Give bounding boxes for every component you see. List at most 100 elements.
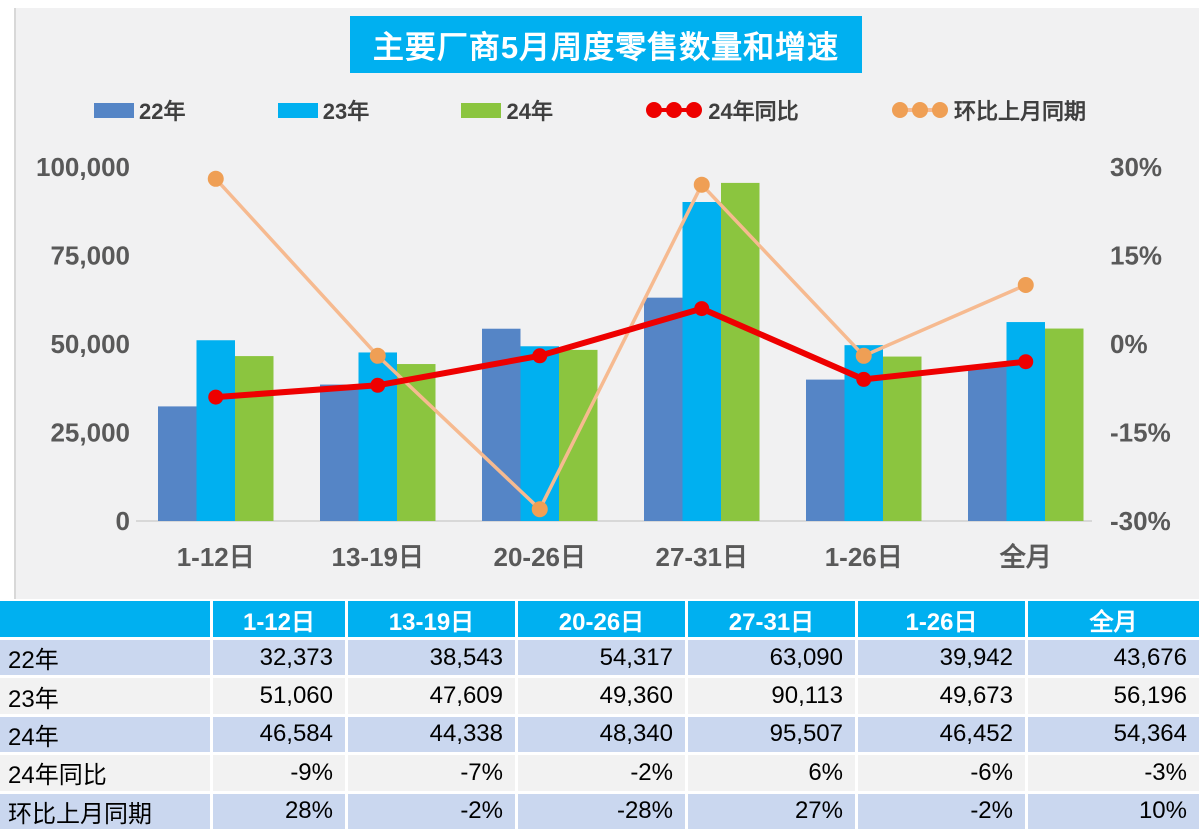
bar-23年-27-31日 xyxy=(682,201,721,521)
table-row-label-24年同比: 24年同比 xyxy=(0,755,210,791)
bar-24年-13-19日 xyxy=(397,364,436,521)
table-header-empty xyxy=(0,601,210,637)
data-table: 1-12日 13-19日 20-26日 27-31日 1-26日 全月 22年 32,373 3… xyxy=(0,601,1199,829)
table-cell-24年同比-27-31日: 6% xyxy=(688,755,855,791)
table-cell-24年同比-全月: -3% xyxy=(1028,755,1199,791)
line-24年同比 xyxy=(215,305,1027,401)
right-axis-tick-label: -30% xyxy=(1110,506,1171,536)
table-header-13-19日: 13-19日 xyxy=(348,601,515,637)
bar-22年-27-31日 xyxy=(644,297,683,521)
table-cell-23年-27-31日: 90,113 xyxy=(688,678,855,714)
table-cell-环比上月同期-1-12日: 28% xyxy=(213,793,345,829)
legend-label: 24年 xyxy=(506,99,553,124)
table-header-1-26日: 1-26日 xyxy=(858,601,1025,637)
right-axis-tick-label: 15% xyxy=(1110,241,1162,271)
x-axis-label: 27-31日 xyxy=(656,542,749,572)
table-cell-24年同比-20-26日: -2% xyxy=(518,755,685,791)
table-cell-环比上月同期-13-19日: -2% xyxy=(348,793,515,829)
legend-line-swatch xyxy=(891,102,948,118)
line-环比上月同期 xyxy=(214,177,1027,511)
legend-label: 24年同比 xyxy=(708,99,799,124)
right-axis-tick-label: 30% xyxy=(1110,152,1162,182)
legend-item-3: 24年 xyxy=(461,94,553,126)
marker-24年同比-1-12日 xyxy=(208,389,224,405)
legend-bar-swatch xyxy=(277,102,318,118)
x-axis-label: 1-12日 xyxy=(177,542,255,572)
bar-22年-13-19日 xyxy=(320,384,359,521)
table-row-label-22年: 22年 xyxy=(0,640,210,676)
x-axis-label: 1-26日 xyxy=(825,542,903,572)
table-cell-23年-20-26日: 49,360 xyxy=(518,678,685,714)
marker-环比上月同期-20-26日 xyxy=(531,501,548,518)
legend-item-4: 24年同比 xyxy=(645,94,799,126)
marker-环比上月同期-27-31日 xyxy=(693,176,710,193)
left-axis-tick-label: 75,000 xyxy=(50,241,130,271)
marker-环比上月同期-1-26日 xyxy=(855,347,872,364)
legend-item-5: 环比上月同期 xyxy=(891,94,1086,126)
table-cell-24年同比-1-26日: -6% xyxy=(858,755,1025,791)
table-row-label-24年: 24年 xyxy=(0,716,210,753)
bar-24年-1-12日 xyxy=(235,356,274,521)
bar-22年-1-12日 xyxy=(158,406,197,521)
table-cell-24年-1-12日: 46,584 xyxy=(213,716,345,753)
table-cell-23年-1-26日: 49,673 xyxy=(858,678,1025,714)
table-cell-24年同比-1-12日: -9% xyxy=(213,755,345,791)
table-cell-环比上月同期-全月: 10% xyxy=(1028,793,1199,829)
x-axis-label: 20-26日 xyxy=(494,542,587,572)
table-cell-环比上月同期-27-31日: 27% xyxy=(688,793,855,829)
table-cell-22年-全月: 43,676 xyxy=(1028,640,1199,676)
bar-24年-27-31日 xyxy=(721,182,760,521)
table-header-全月: 全月 xyxy=(1028,601,1199,637)
left-axis-tick-label: 50,000 xyxy=(50,329,130,359)
marker-24年同比-13-19日 xyxy=(370,377,386,393)
left-axis-tick-label: 0 xyxy=(116,506,130,536)
table-header-27-31日: 27-31日 xyxy=(688,601,855,637)
bar-22年-1-26日 xyxy=(806,379,845,521)
marker-环比上月同期-1-12日 xyxy=(207,170,224,187)
table-cell-24年-1-26日: 46,452 xyxy=(858,716,1025,753)
marker-环比上月同期-全月 xyxy=(1017,277,1034,293)
legend-label: 23年 xyxy=(322,99,370,124)
bar-23年-1-12日 xyxy=(196,340,235,521)
table-cell-22年-1-12日: 32,373 xyxy=(213,640,345,676)
bar-23年-13-19日 xyxy=(358,352,397,521)
marker-24年同比-20-26日 xyxy=(532,348,548,364)
table-cell-23年-全月: 56,196 xyxy=(1028,678,1199,714)
chart-title: 主要厂商5月周度零售数量和增速 xyxy=(350,16,862,73)
x-axis-label: 全月 xyxy=(999,542,1052,572)
marker-环比上月同期-13-19日 xyxy=(369,347,386,364)
marker-24年同比-27-31日 xyxy=(694,301,710,317)
table-cell-22年-20-26日: 54,317 xyxy=(518,640,685,676)
table-cell-23年-1-12日: 51,060 xyxy=(213,678,345,714)
bar-23年-20-26日 xyxy=(520,346,559,521)
table-cell-24年-20-26日: 48,340 xyxy=(518,716,685,753)
legend-line-swatch xyxy=(646,102,703,118)
combo-chart-svg: 100,000 75,000 50,000 25,000 0 30% 15% 0% -15% -3… xyxy=(36,152,1171,572)
x-axis-label: 13-19日 xyxy=(332,542,425,572)
legend-item-2: 23年 xyxy=(277,94,370,126)
table-row-label-环比上月同期: 环比上月同期 xyxy=(0,793,210,829)
table-cell-环比上月同期-1-26日: -2% xyxy=(858,793,1025,829)
table-cell-22年-1-26日: 39,942 xyxy=(858,640,1025,676)
bar-22年-全月 xyxy=(968,366,1007,521)
bar-24年-全月 xyxy=(1045,328,1084,521)
table-header-20-26日: 20-26日 xyxy=(518,601,685,637)
left-axis-tick-label: 100,000 xyxy=(36,152,130,182)
bar-24年-1-26日 xyxy=(883,356,922,521)
table-cell-24年同比-13-19日: -7% xyxy=(348,755,515,791)
legend-label: 22年 xyxy=(139,99,186,124)
table-header-1-12日: 1-12日 xyxy=(213,601,345,637)
bar-23年-全月 xyxy=(1006,322,1045,521)
table-cell-24年-全月: 54,364 xyxy=(1028,716,1199,753)
marker-24年同比-1-26日 xyxy=(856,371,872,387)
left-axis-tick-label: 25,000 xyxy=(50,418,130,448)
table-cell-23年-13-19日: 47,609 xyxy=(348,678,515,714)
legend-bar-swatch xyxy=(94,102,134,118)
legend-label: 环比上月同期 xyxy=(953,99,1086,124)
right-axis-tick-label: -15% xyxy=(1110,418,1171,448)
table-cell-24年-13-19日: 44,338 xyxy=(348,716,515,753)
chart-legend: 22年 23年 24年 24年同比 环比上月同期 xyxy=(94,95,1086,125)
table-cell-22年-13-19日: 38,543 xyxy=(348,640,515,676)
table-cell-24年-27-31日: 95,507 xyxy=(688,716,855,753)
